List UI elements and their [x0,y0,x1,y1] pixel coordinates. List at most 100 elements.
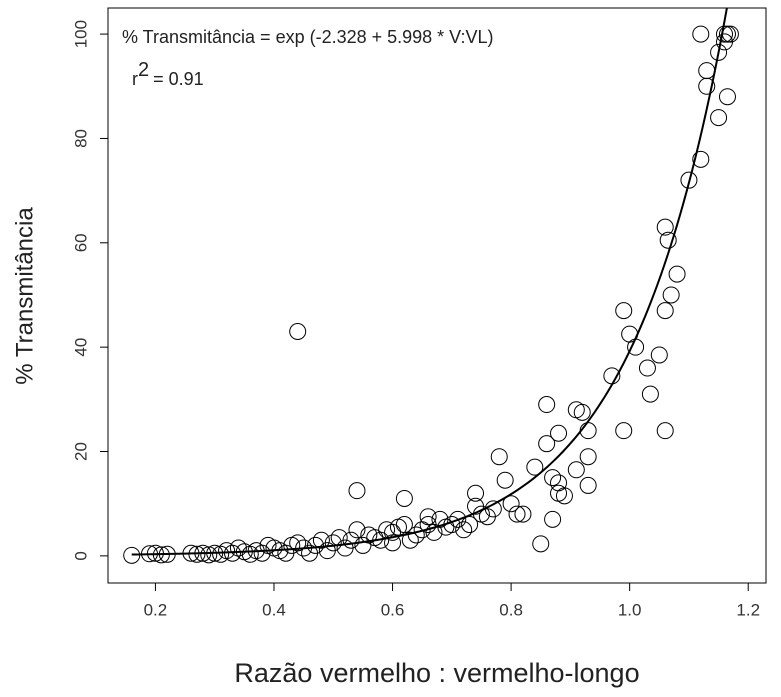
point [490,448,508,466]
y-axis-label: % Transmitância [11,207,38,385]
point [650,346,668,364]
point [348,482,366,500]
y-tick-label: 80 [71,129,90,148]
point [140,545,158,563]
point [579,448,597,466]
point [348,521,366,539]
x-tick-label: 1.0 [618,600,642,619]
point [680,171,698,189]
y-tick-label: 0 [71,551,90,560]
point [615,302,633,320]
point [502,495,520,513]
point [146,544,164,562]
point [544,510,562,528]
point [710,109,728,127]
point [555,487,573,505]
point [656,422,674,440]
point [318,542,336,560]
point [188,545,206,563]
point [484,500,502,518]
x-tick-label: 0.8 [499,600,523,619]
point [621,325,639,343]
point [579,422,597,440]
point [330,529,348,547]
point [354,536,372,554]
point [641,385,659,403]
point [668,265,686,283]
point [407,526,425,544]
x-tick-label: 0.4 [262,600,286,619]
point [573,403,591,421]
x-tick-label: 0.2 [144,600,168,619]
point [567,461,585,479]
point [638,359,656,377]
point [194,544,212,562]
y-tick-label: 100 [71,20,90,48]
point [467,484,485,502]
point [289,534,307,552]
point [401,531,419,549]
point [389,518,407,536]
point [718,25,736,43]
point [206,544,224,562]
r-squared: r2 = 0.91 [132,59,204,88]
r-prefix: r [132,69,138,89]
point [455,521,473,539]
point [698,62,716,80]
point [212,545,230,563]
point [716,25,734,43]
x-tick-label: 0.6 [381,600,405,619]
point [378,521,396,539]
point [532,535,550,553]
point [312,531,330,549]
x-axis-label: Razão vermelho : vermelho-longo [234,658,639,688]
point [336,539,354,557]
point [218,542,236,560]
point [229,539,247,557]
point [301,544,319,562]
point [710,43,728,61]
plot-frame [107,7,767,584]
point [437,518,455,536]
point [692,150,710,168]
point [496,471,514,489]
point [123,546,141,564]
point [449,510,467,528]
r-text: = 0.91 [153,69,204,89]
point [289,323,307,341]
point [158,545,176,563]
r-sup: 2 [138,59,149,81]
point [419,508,437,526]
point [615,422,633,440]
point [659,231,677,249]
y-tick-label: 60 [71,233,90,252]
point [716,33,734,51]
point [235,543,253,561]
point [259,536,277,554]
point [579,476,597,494]
fit-curve [131,8,728,556]
point [395,489,413,507]
point [662,286,680,304]
equation-annotation: % Transmitância = exp (-2.328 + 5.998 * … [122,27,494,47]
point [550,424,568,442]
x-tick-label: 1.2 [736,600,760,619]
point [508,505,526,523]
point [182,544,200,562]
point [200,546,218,564]
point [295,539,313,557]
y-tick-label: 20 [71,442,90,461]
point [425,523,443,541]
point [514,505,532,523]
point [247,542,265,560]
point [692,25,710,43]
point [603,367,621,385]
point [366,529,384,547]
y-tick-label: 40 [71,338,90,357]
point [656,302,674,320]
point [544,469,562,487]
point [526,458,544,476]
point [538,396,556,414]
point [656,218,674,236]
